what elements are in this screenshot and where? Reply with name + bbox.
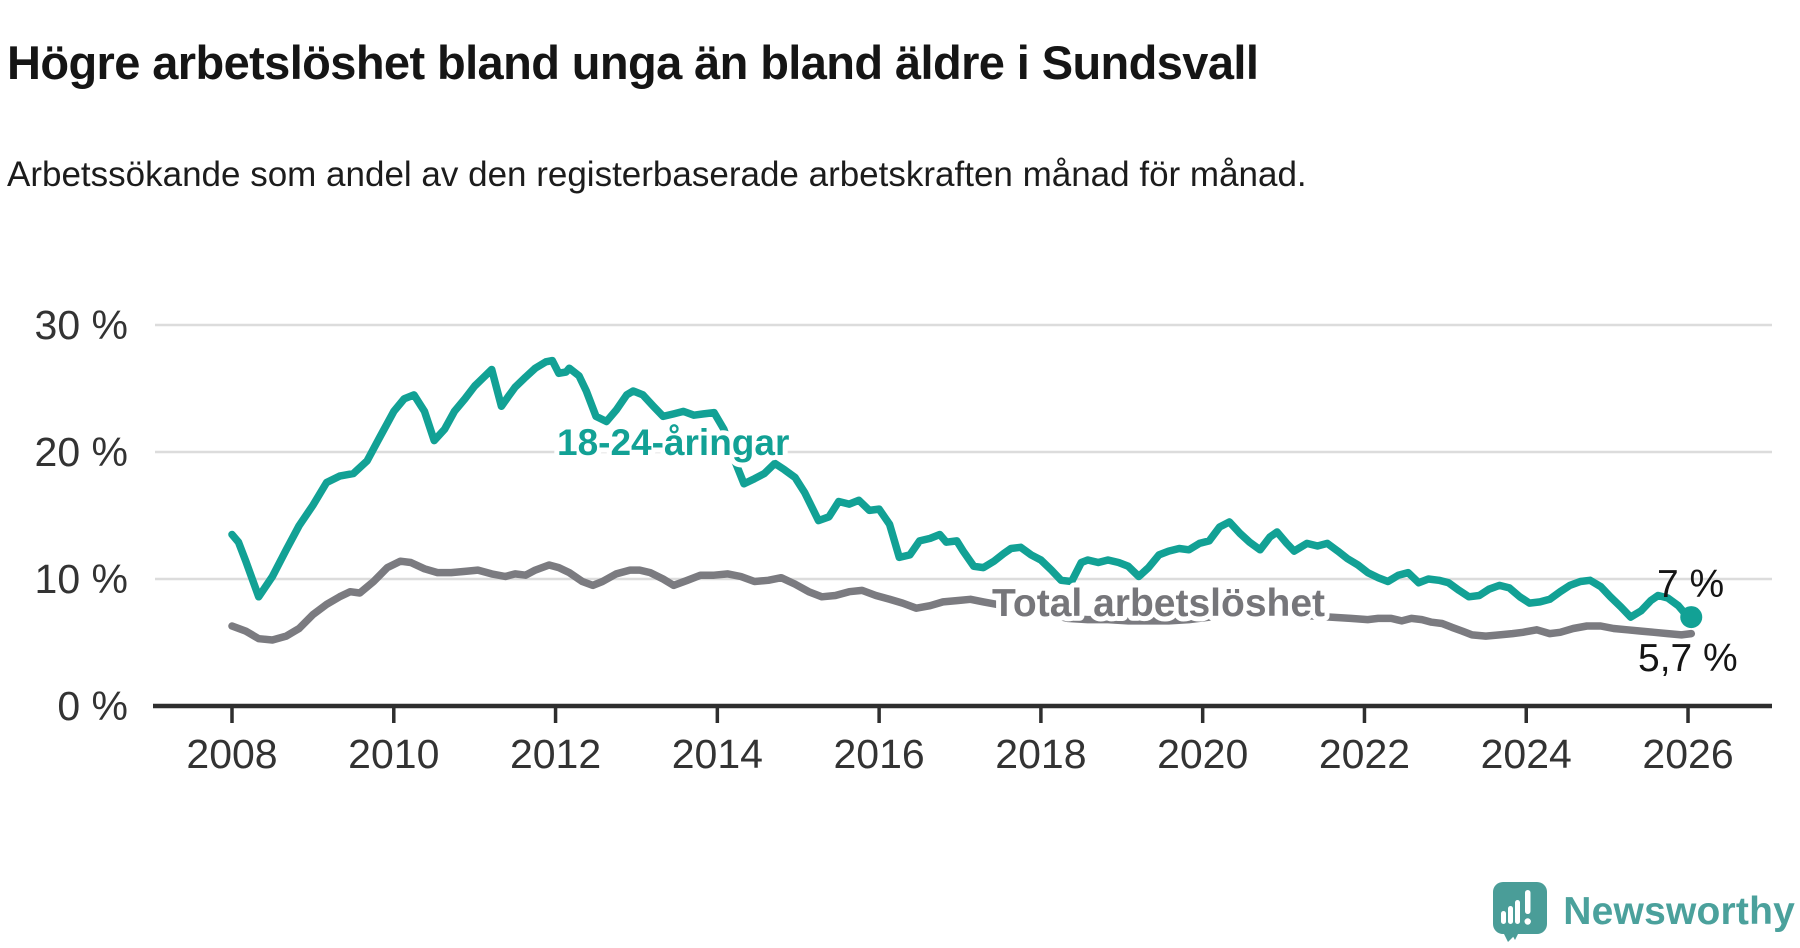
- x-axis-label-2010: 2010: [348, 731, 439, 777]
- page-title: Högre arbetslöshet bland unga än bland ä…: [7, 36, 1259, 90]
- x-axis-label-2026: 2026: [1642, 731, 1733, 777]
- x-axis-label-2016: 2016: [834, 731, 925, 777]
- x-axis-label-2018: 2018: [995, 731, 1086, 777]
- x-axis-label-2024: 2024: [1481, 731, 1572, 777]
- total-end-value-label: 5,7 %: [1638, 637, 1738, 680]
- newsworthy-brand-text: Newsworthy: [1563, 890, 1795, 933]
- y-axis-label-10: 10 %: [35, 556, 128, 602]
- newsworthy-logo-icon: [1493, 882, 1548, 942]
- x-axis-label-2008: 2008: [186, 731, 277, 777]
- young-series-label: 18-24-åringar: [557, 422, 789, 463]
- y-axis-label-0: 0 %: [57, 683, 128, 729]
- y-axis-label-20: 20 %: [35, 429, 128, 475]
- y-axis-label-30: 30 %: [35, 302, 128, 348]
- total-series-label: Total arbetslöshet: [992, 582, 1325, 625]
- x-axis-label-2012: 2012: [510, 731, 601, 777]
- young-series-endpoint-dot: [1680, 606, 1703, 629]
- total-series-line: [228, 557, 1696, 644]
- x-axis-label-2022: 2022: [1319, 731, 1410, 777]
- chart-subtitle: Arbetssökande som andel av den registerb…: [7, 155, 1307, 194]
- x-axis-label-2020: 2020: [1157, 731, 1248, 777]
- young-end-value-label: 7 %: [1657, 563, 1724, 606]
- x-axis-label-2014: 2014: [672, 731, 763, 777]
- newsworthy-logo: Newsworthy: [1493, 882, 1795, 942]
- young-series-line: [228, 356, 1696, 621]
